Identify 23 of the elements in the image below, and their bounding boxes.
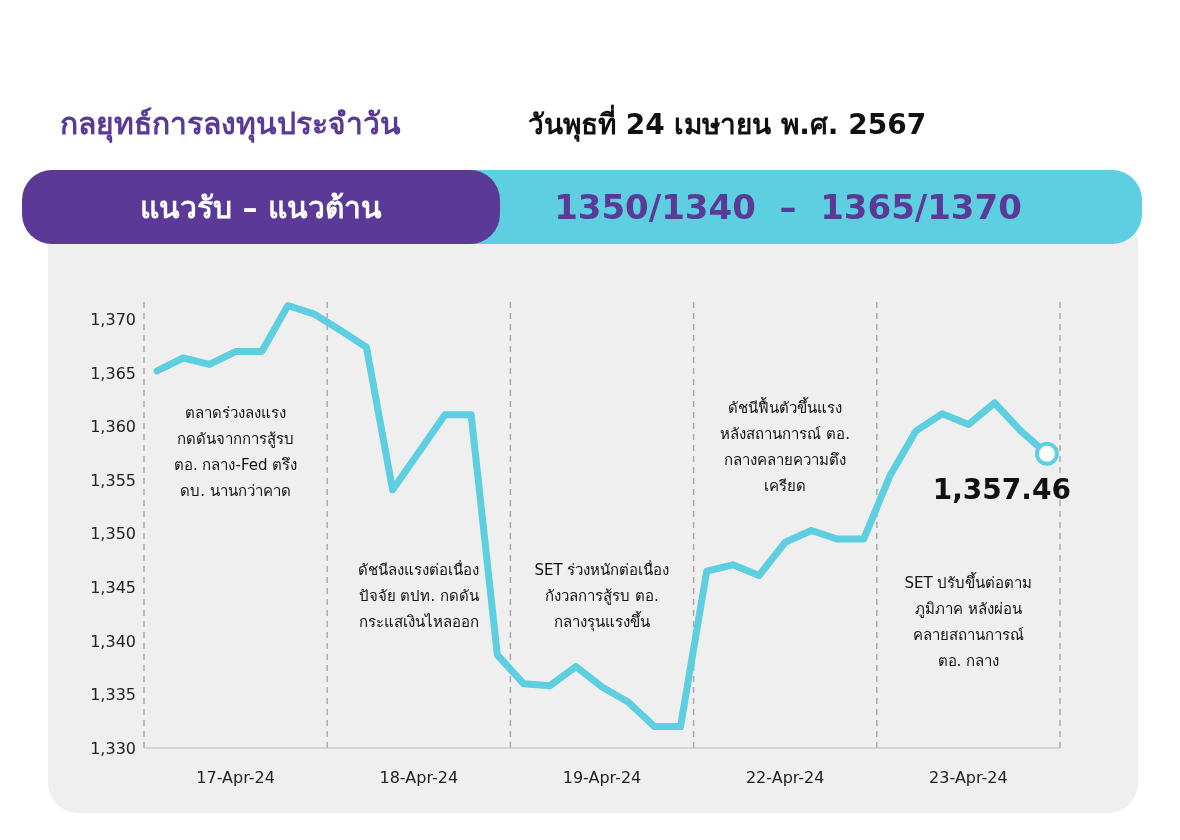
annotation: ตลาดร่วงลงแรง กดดันจากการสู้รบ ตอ. กลาง-Fed ตรึง ดบ. นานกว่าคาด [172, 403, 299, 502]
chart-subtitle: วันพุธที่ 24 เมษายน พ.ศ. 2567 [528, 103, 927, 144]
y-tick-label: 1,345 [90, 577, 136, 597]
y-tick-label: 1,355 [90, 470, 136, 490]
chart-title: กลยุทธ์การลงทุนประจำวัน [60, 105, 401, 145]
y-tick-label: 1,360 [90, 417, 136, 437]
annotation: ดัชนีฟื้นตัวขึ้นแรง หลังสถานการณ์ ตอ. กลางคลายความตึง เครียด [719, 396, 851, 497]
annotation: 1,357.46 [932, 472, 1071, 506]
x-tick-label: 18-Apr-24 [379, 768, 459, 788]
y-tick-label: 1,350 [90, 524, 136, 544]
text: 1350/1340 – 1365/1370 [553, 186, 1023, 229]
x-tick-label: 19-Apr-24 [562, 768, 642, 788]
annotation: ดัชนีลงแรงต่อเนื่อง ปัจจัย ตปท. กดดัน กระแสเงินไหลออก [357, 559, 481, 633]
x-tick-label: 17-Apr-24 [196, 768, 275, 788]
annotation: SET ปรับขึ้นต่อตาม ภูมิภาค หลังผ่อน คลายสถานการณ์ ตอ. กลาง [903, 571, 1034, 672]
annotation: SET ร่วงหนักต่อเนื่อง กังวลการสู้รบ ตอ. กลางรุนแรงขึ้น [533, 559, 671, 634]
y-tick-label: 1,330 [90, 738, 136, 758]
y-tick-label: 1,335 [90, 685, 136, 705]
y-tick-label: 1,370 [90, 310, 136, 330]
x-tick-label: 23-Apr-24 [929, 768, 1008, 788]
x-tick-label: 22-Apr-24 [745, 768, 825, 788]
y-tick-label: 1,365 [90, 363, 136, 383]
y-tick-label: 1,340 [90, 631, 136, 651]
